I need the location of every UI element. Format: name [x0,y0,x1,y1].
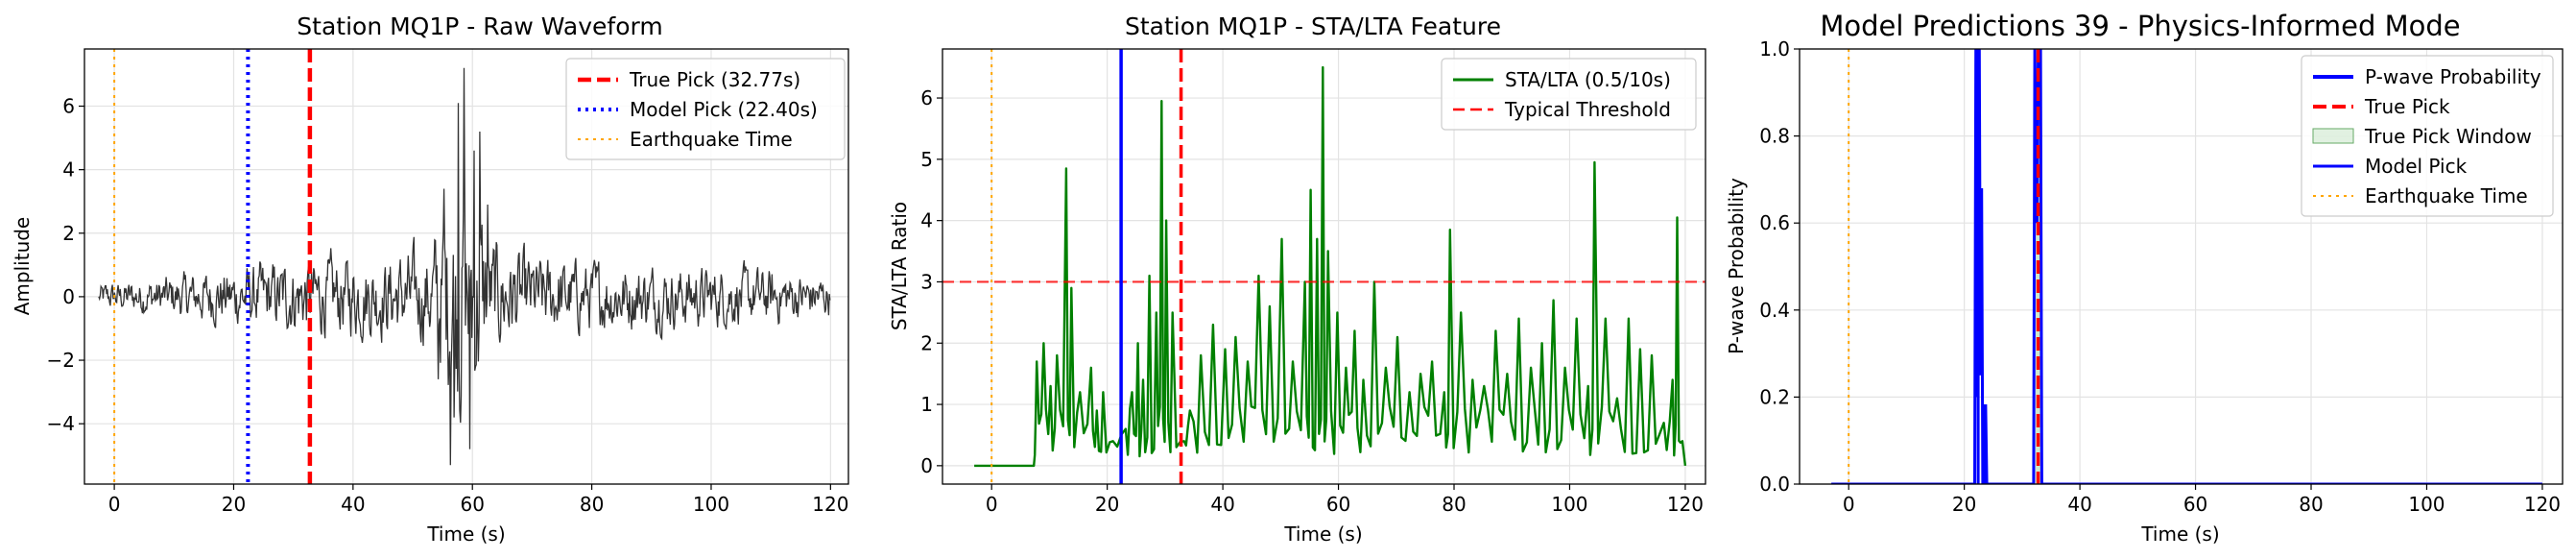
plot-area [98,49,831,484]
legend-entry: Typical Threshold [1504,98,1671,121]
axes-frame [83,48,849,485]
axes-frame [942,48,1706,485]
legend: P-wave Probability True Pick True Pick Win… [2301,55,2554,217]
x-tick-label: 120 [812,493,848,516]
legend-box [1441,58,1697,131]
y-tick-label: 2 [920,331,933,354]
legend-box [2301,55,2554,217]
legend-entry: STA/LTA (0.5/10s) [1505,68,1671,91]
legend-entry: Model Pick (22.40s) [630,98,818,121]
x-axis-label: Time (s) [1283,523,1362,546]
x-tick-label: 0 [1843,493,1855,516]
legend-entry: Earthquake Time [630,128,793,151]
x-tick-label: 100 [1551,493,1587,516]
legend: True Pick (32.77s) Model Pick (22.40s) Ear… [565,58,846,160]
panel-raw-waveform: Station MQ1P - Raw Waveform 0 20 40 60 80 100… [11,12,849,546]
x-tick-label: 100 [693,493,729,516]
x-tick-label: 60 [2183,493,2207,516]
x-tick-label: 40 [2067,493,2091,516]
y-tick-label: 1.0 [1759,37,1790,61]
y-tick-label: 2 [62,222,75,245]
y-tick-label: 6 [920,86,933,109]
y-tick-label: 6 [62,95,75,118]
x-tick-label: 20 [222,493,246,516]
plot-area [1831,49,2542,484]
legend: STA/LTA (0.5/10s) Typical Threshold [1441,58,1697,131]
x-tick-label: 0 [986,493,998,516]
y-tick-label: 0.0 [1759,473,1790,496]
y-tick-label: 0.4 [1759,299,1790,322]
y-tick-label: 4 [920,209,933,232]
legend-entry: Model Pick [2365,155,2468,178]
x-tick-label: 120 [2524,493,2561,516]
legend-box [565,58,846,160]
y-tick-label: 0 [920,454,933,477]
plot-area [942,49,1705,484]
stalta-line [974,65,1687,468]
x-tick-label: 20 [1952,493,1976,516]
x-tick-label: 60 [460,493,484,516]
legend-swatch [2312,128,2354,144]
x-axis-label: Time (s) [2140,523,2219,546]
panel-model-predictions: Model Predictions 39 - Physics-Informed … [1725,10,2564,546]
y-axis-label: STA/LTA Ratio [888,202,911,330]
x-tick-label: 40 [341,493,365,516]
y-tick-label: 4 [62,158,75,182]
x-tick-label: 80 [2299,493,2323,516]
legend-entry: True Pick (32.77s) [629,68,800,91]
x-tick-label: 120 [1667,493,1704,516]
x-axis-label: Time (s) [426,523,505,546]
ticks: 0 20 40 60 80 100 120 0 1 2 3 4 5 6 [920,86,1704,516]
y-tick-label: 3 [920,270,933,293]
y-tick-label: 0.2 [1759,385,1790,408]
y-tick-label: 0.8 [1759,125,1790,148]
legend-entry: P-wave Probability [2365,65,2541,88]
x-tick-label: 60 [1326,493,1350,516]
legend-entry: True Pick Window [2364,125,2532,148]
y-tick-label: 0 [62,285,75,308]
y-tick-label: 1 [920,393,933,416]
panel-title: Model Predictions 39 - Physics-Informed … [1820,10,2460,42]
x-tick-label: 80 [580,493,604,516]
y-tick-label: −4 [47,412,75,435]
panel-stalta: Station MQ1P - STA/LTA Feature 0 20 40 60 80… [888,12,1706,546]
y-tick-label: −2 [47,349,75,372]
waveform-line [98,67,831,466]
x-tick-label: 100 [2408,493,2445,516]
panel-title: Station MQ1P - Raw Waveform [297,12,662,40]
legend-entry: Earthquake Time [2365,184,2528,207]
y-axis-label: P-wave Probability [1725,178,1748,354]
y-tick-label: 5 [920,148,933,171]
x-tick-label: 80 [1442,493,1466,516]
panel-title: Station MQ1P - STA/LTA Feature [1125,12,1501,40]
legend-entry: True Pick [2364,95,2450,118]
x-tick-label: 40 [1210,493,1234,516]
x-tick-label: 0 [108,493,121,516]
ticks: 0 20 40 60 80 100 120 0.0 0.2 0.4 0.6 0.8 1.0 [1759,37,2561,516]
x-tick-label: 20 [1095,493,1119,516]
y-tick-label: 0.6 [1759,211,1790,234]
y-axis-label: Amplitude [11,217,34,316]
axes-frame [1799,48,2564,485]
ticks: 0 20 40 60 80 100 120 −4 −2 0 2 4 6 [47,95,849,516]
